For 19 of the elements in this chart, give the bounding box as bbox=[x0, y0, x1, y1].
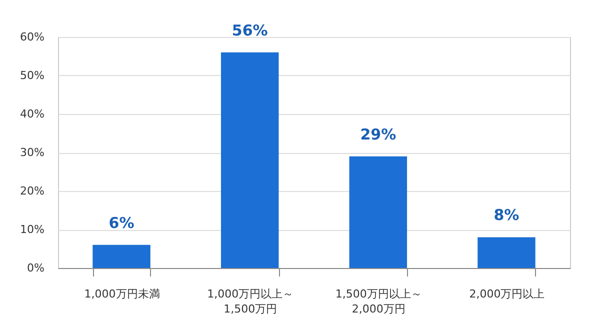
y-tick-label: 60% bbox=[20, 30, 44, 44]
y-tick-label: 20% bbox=[20, 184, 44, 198]
bar bbox=[349, 156, 408, 268]
x-tick-label: 1,000万円未満 bbox=[84, 288, 160, 300]
bar bbox=[92, 244, 150, 268]
x-tick-label: 2,000万円以上 bbox=[469, 288, 545, 300]
x-tick-label: 1,500万円以上～2,000万円 bbox=[335, 288, 422, 316]
bar bbox=[220, 52, 279, 268]
y-tick-label: 0% bbox=[27, 262, 44, 274]
data-label: 6% bbox=[108, 214, 134, 232]
data-label: 8% bbox=[494, 206, 520, 224]
y-tick-label: 50% bbox=[20, 69, 44, 82]
x-tick-label: 1,000万円以上～1,500万円 bbox=[207, 288, 294, 316]
data-label: 56% bbox=[232, 21, 268, 40]
y-tick-label: 10% bbox=[20, 223, 44, 236]
data-label: 29% bbox=[360, 125, 396, 144]
y-tick-label: 30% bbox=[20, 146, 44, 159]
bar bbox=[478, 237, 536, 268]
y-tick-label: 40% bbox=[20, 108, 44, 120]
